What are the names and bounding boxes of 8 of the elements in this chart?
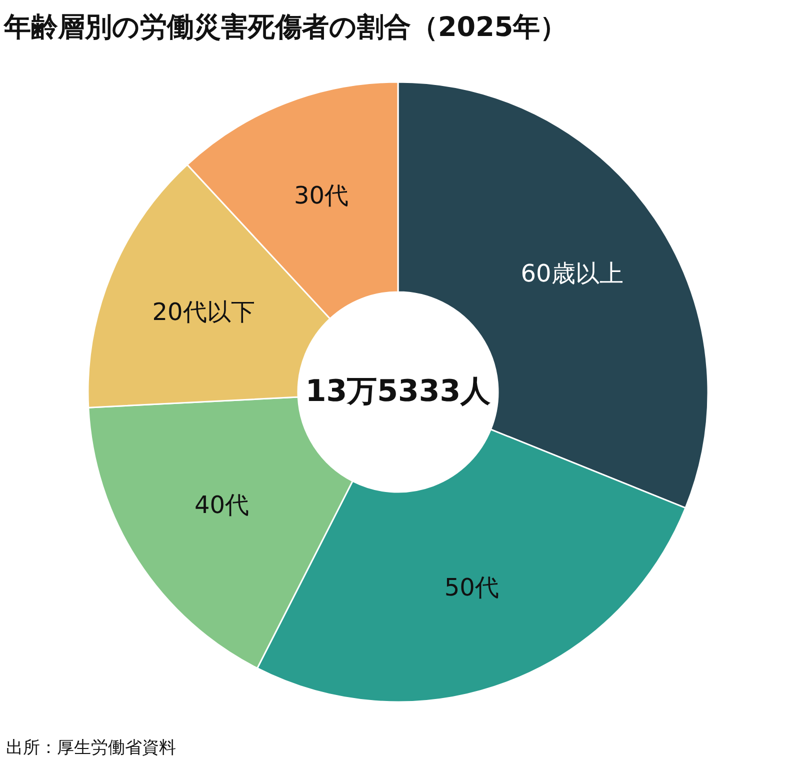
text: 出所：厚生労働省資料: [6, 738, 176, 758]
slice-label: 40代: [194, 491, 250, 520]
text: 13万5333人: [305, 374, 492, 409]
slice-label: 60歳以上: [520, 260, 624, 288]
slice-label: 20代以下: [152, 298, 255, 326]
slice-label: 50代: [444, 574, 499, 602]
slice-label: 30代: [294, 182, 349, 210]
chart-title: 年齢層別の労働災害死傷者の割合（2025年）: [3, 12, 568, 43]
